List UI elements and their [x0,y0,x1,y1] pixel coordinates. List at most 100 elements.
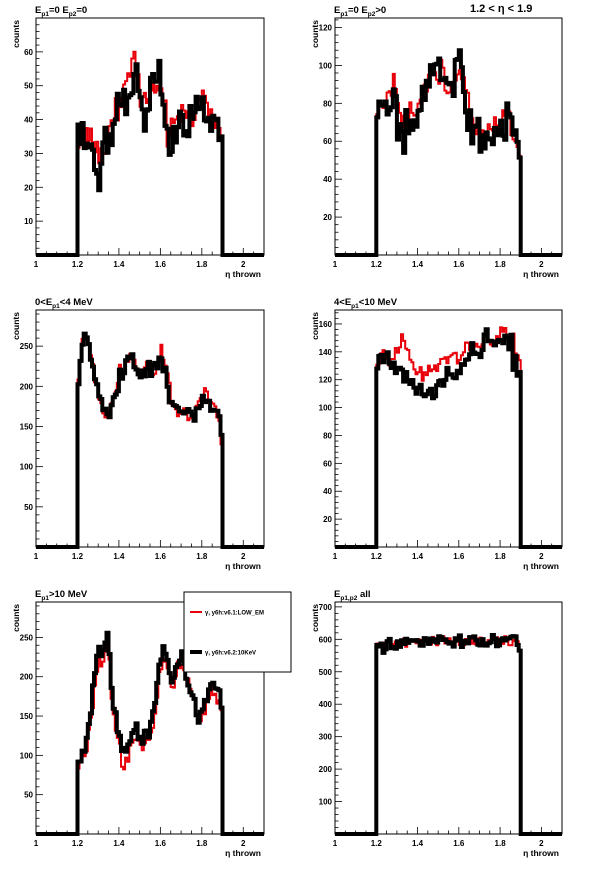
chart-title: Ep1=0 Ep2>0 [334,5,386,18]
plot-frame [334,601,563,835]
x-tick-label: 1.8 [495,552,507,561]
y-tick-label: 20 [24,183,33,192]
y-tick-label: 100 [319,404,333,413]
y-axis-label: counts [11,20,21,48]
chart-title: Ep1=0 Ep2=0 [35,5,87,18]
x-tick-label: 1.4 [412,839,424,848]
y-tick-label: 40 [24,116,33,125]
y-tick-label: 500 [319,668,333,677]
y-axis-label: counts [11,604,21,632]
y-tick-label: 700 [319,603,333,612]
x-axis-label: η thrown [523,848,559,858]
x-tick-label: 1.8 [196,552,208,561]
y-tick-label: 200 [319,765,333,774]
x-axis-label: η thrown [225,269,261,279]
y-tick-label: 150 [20,422,34,431]
x-tick-label: 1 [333,839,338,848]
x-tick-label: 2 [539,552,544,561]
y-tick-label: 120 [319,23,333,32]
plot-frame [35,17,265,256]
y-tick-label: 50 [24,82,33,91]
legend-frame [183,591,292,673]
x-tick-label: 1.6 [453,839,465,848]
x-axis-label: η thrown [225,848,261,858]
x-tick-label: 1.2 [72,839,84,848]
x-tick-label: 1.2 [72,260,84,269]
y-tick-label: 160 [319,320,333,329]
y-tick-label: 200 [20,382,34,391]
x-tick-label: 1.6 [453,260,465,269]
series-10kev-histogram [335,327,562,549]
plot-frame [334,17,563,256]
chart-panel-6: 1 1.2 1.4 1.6 1.8 2 100 200 300 400 500 600 700 η thr… [310,589,563,858]
series-10kev-histogram [36,331,264,549]
legend-label-10kev: γ, y6h:v6.2:10KeV [205,651,256,657]
y-tick-label: 250 [20,633,34,642]
x-tick-label: 1.8 [495,839,507,848]
y-tick-label: 100 [20,751,34,760]
x-tick-label: 1.8 [196,260,208,269]
series-10kev-histogram [335,633,562,836]
y-axis-label: counts [310,604,320,632]
eta-range-text: 1.2 < η < 1.9 [470,3,533,15]
x-tick-label: 1.4 [113,552,125,561]
y-tick-label: 60 [24,48,33,57]
x-tick-label: 1.6 [155,839,167,848]
series-low-em-histogram [335,326,562,548]
chart-panel-2: 1 1.2 1.4 1.6 1.8 2 20 40 60 80 100 120 η thrown coun… [310,5,563,279]
chart-title: Ep1,p2 all [334,589,371,602]
y-tick-label: 20 [323,213,332,222]
series-10kev-histogram [335,48,562,257]
x-tick-label: 2 [241,552,246,561]
y-axis-label: counts [310,312,320,340]
y-tick-label: 40 [323,487,332,496]
y-tick-label: 100 [319,798,333,807]
x-tick-label: 1.2 [371,260,383,269]
chart-title: 4<Ep1<10 MeV [334,297,398,310]
x-tick-label: 2 [241,839,246,848]
chart-title: Ep1>10 MeV [35,589,88,602]
y-tick-label: 150 [20,712,34,721]
x-tick-label: 1.8 [495,260,507,269]
x-tick-label: 1.4 [412,260,424,269]
eta-range-label: 1.2 < η < 1.9 [470,3,532,15]
y-tick-label: 20 [323,515,332,524]
y-tick-label: 80 [323,99,332,108]
legend-label-low-em: γ, y6h:v6.1:LOW_EM [205,611,264,617]
x-tick-label: 1 [333,260,338,269]
x-tick-label: 1 [333,552,338,561]
y-tick-label: 400 [319,700,333,709]
chart-panel-1: 1 1.2 1.4 1.6 1.8 2 10 20 30 40 50 60 η thrown counts… [11,5,265,279]
x-tick-label: 1.2 [371,839,383,848]
x-tick-label: 1.4 [113,260,125,269]
legend: γ, y6h:v6.1:LOW_EM γ, y6h:v6.2:10KeV [183,591,292,673]
y-tick-label: 30 [24,149,33,158]
x-tick-label: 2 [539,260,544,269]
chart-title: 0<Ep1<4 MeV [35,297,93,310]
y-tick-label: 10 [24,217,33,226]
y-tick-label: 200 [20,673,34,682]
x-axis-label: η thrown [523,269,559,279]
x-axis-label: η thrown [523,561,559,571]
x-tick-label: 2 [539,839,544,848]
y-tick-label: 50 [24,791,33,800]
y-tick-label: 300 [319,733,333,742]
y-tick-label: 60 [323,459,332,468]
x-tick-label: 1.4 [412,552,424,561]
y-tick-label: 100 [319,61,333,70]
y-tick-label: 120 [319,376,333,385]
y-tick-label: 40 [323,175,332,184]
x-tick-label: 2 [241,260,246,269]
plot-frame [35,309,265,548]
x-tick-label: 1.2 [72,552,84,561]
y-axis-label: counts [310,20,320,48]
x-tick-label: 1 [34,839,39,848]
x-tick-label: 1.6 [155,552,167,561]
x-tick-label: 1.4 [113,839,125,848]
y-tick-label: 250 [20,342,34,351]
y-tick-label: 140 [319,348,333,357]
y-tick-label: 100 [20,463,34,472]
x-tick-label: 1 [34,552,39,561]
